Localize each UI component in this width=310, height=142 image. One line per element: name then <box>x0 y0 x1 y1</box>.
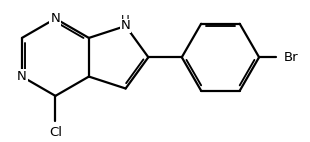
Text: H: H <box>121 14 130 27</box>
Text: Cl: Cl <box>49 126 62 139</box>
Text: N: N <box>51 12 60 25</box>
Text: N: N <box>17 70 27 83</box>
Text: N: N <box>121 19 131 33</box>
Text: Br: Br <box>283 51 298 64</box>
